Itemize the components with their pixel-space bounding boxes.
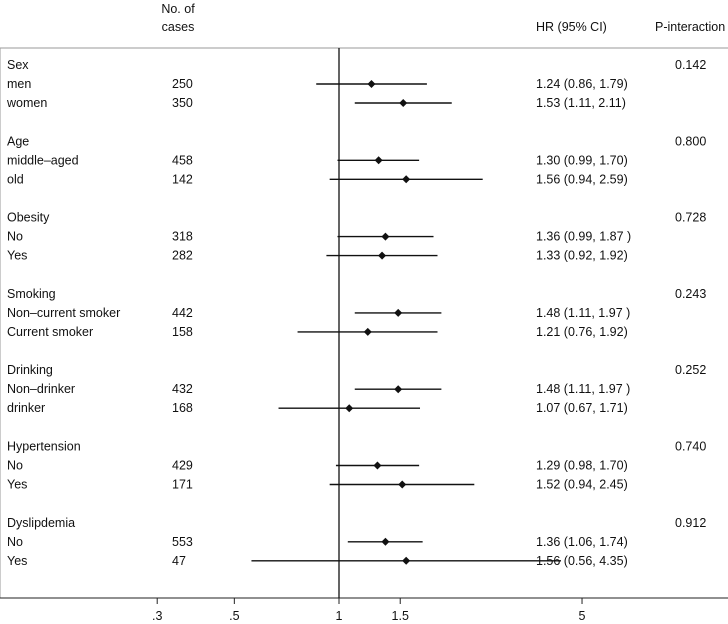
row-cases: 553 [172, 535, 193, 549]
group-label: Sex [7, 58, 29, 72]
header-cases-line2: cases [162, 20, 195, 34]
row-label: women [6, 96, 47, 110]
p-interaction-value: 0.243 [675, 287, 706, 301]
row-hr-ci: 1.33 (0.92, 1.92) [536, 249, 628, 263]
row-cases: 282 [172, 249, 193, 263]
hr-point [381, 537, 390, 546]
row-cases: 171 [172, 478, 193, 492]
row-hr-ci: 1.30 (0.99, 1.70) [536, 153, 628, 167]
row-cases: 350 [172, 96, 193, 110]
header-p-interaction: P-interaction [655, 20, 725, 34]
row-label: old [7, 172, 24, 186]
row-label: No [7, 535, 23, 549]
group-label: Dyslipdemia [7, 516, 75, 530]
row-label: Non–drinker [7, 382, 75, 396]
row-hr-ci: 1.48 (1.11, 1.97 ) [536, 306, 630, 320]
group-label: Hypertension [7, 440, 81, 454]
row-cases: 318 [172, 230, 193, 244]
row-label: Yes [7, 478, 27, 492]
row-label: Yes [7, 554, 27, 568]
row-cases: 142 [172, 172, 193, 186]
hr-point [402, 556, 411, 565]
row-cases: 47 [172, 554, 186, 568]
hr-point [374, 156, 383, 165]
hr-point [345, 404, 354, 413]
group-label: Drinking [7, 363, 53, 377]
p-interaction-value: 0.800 [675, 134, 706, 148]
row-label: No [7, 230, 23, 244]
hr-point [367, 80, 376, 88]
header-hr: HR (95% CI) [536, 20, 607, 34]
row-cases: 429 [172, 459, 193, 473]
row-hr-ci: 1.53 (1.11, 2.11) [536, 96, 626, 110]
row-cases: 458 [172, 153, 193, 167]
row-cases: 250 [172, 77, 193, 91]
hr-point [399, 99, 408, 107]
p-interaction-value: 0.728 [675, 211, 706, 225]
row-hr-ci: 1.21 (0.76, 1.92) [536, 325, 628, 339]
row-cases: 158 [172, 325, 193, 339]
p-interaction-value: 0.740 [675, 440, 706, 454]
row-hr-ci: 1.29 (0.98, 1.70) [536, 459, 628, 473]
x-tick-label: .5 [229, 609, 239, 623]
row-label: Current smoker [7, 325, 93, 339]
row-hr-ci: 1.36 (1.06, 1.74) [536, 535, 628, 549]
hr-point [363, 327, 372, 336]
row-label: drinker [7, 401, 45, 415]
row-hr-ci: 1.48 (1.11, 1.97 ) [536, 382, 630, 396]
row-hr-ci: 1.24 (0.86, 1.79) [536, 77, 628, 91]
group-label: Obesity [7, 211, 50, 225]
row-hr-ci: 1.36 (0.99, 1.87 ) [536, 230, 631, 244]
row-label: Non–current smoker [7, 306, 120, 320]
p-interaction-value: 0.912 [675, 516, 706, 530]
row-hr-ci: 1.56 (0.94, 2.59) [536, 172, 628, 186]
hr-point [402, 175, 411, 184]
row-hr-ci: 1.52 (0.94, 2.45) [536, 478, 628, 492]
x-tick-label: .3 [152, 609, 162, 623]
x-tick-label: 5 [579, 609, 586, 623]
row-cases: 442 [172, 306, 193, 320]
hr-point [394, 385, 403, 394]
hr-point [381, 232, 390, 241]
row-label: middle–aged [7, 153, 79, 167]
row-label: Yes [7, 249, 27, 263]
row-label: men [7, 77, 31, 91]
hr-point [398, 480, 407, 489]
p-interaction-value: 0.142 [675, 58, 706, 72]
hr-point [394, 308, 403, 317]
group-label: Age [7, 134, 29, 148]
row-cases: 432 [172, 382, 193, 396]
rows-layer: Sex 0.142 men 250 1.24 (0.86, 1.79) women 350 1… [6, 58, 706, 568]
row-hr-ci: 1.07 (0.67, 1.71) [536, 401, 628, 415]
row-hr-ci: 1.56 (0.56, 4.35) [536, 554, 628, 568]
group-label: Smoking [7, 287, 56, 301]
x-tick-label: 1 [336, 609, 343, 623]
row-label: No [7, 459, 23, 473]
header-cases-line1: No. of [161, 2, 195, 16]
x-axis: .3 .5 1 1.5 5 [0, 47, 728, 623]
p-interaction-value: 0.252 [675, 363, 706, 377]
hr-point [378, 251, 387, 260]
hr-point [373, 461, 382, 470]
x-tick-label: 1.5 [392, 609, 409, 623]
row-cases: 168 [172, 401, 193, 415]
